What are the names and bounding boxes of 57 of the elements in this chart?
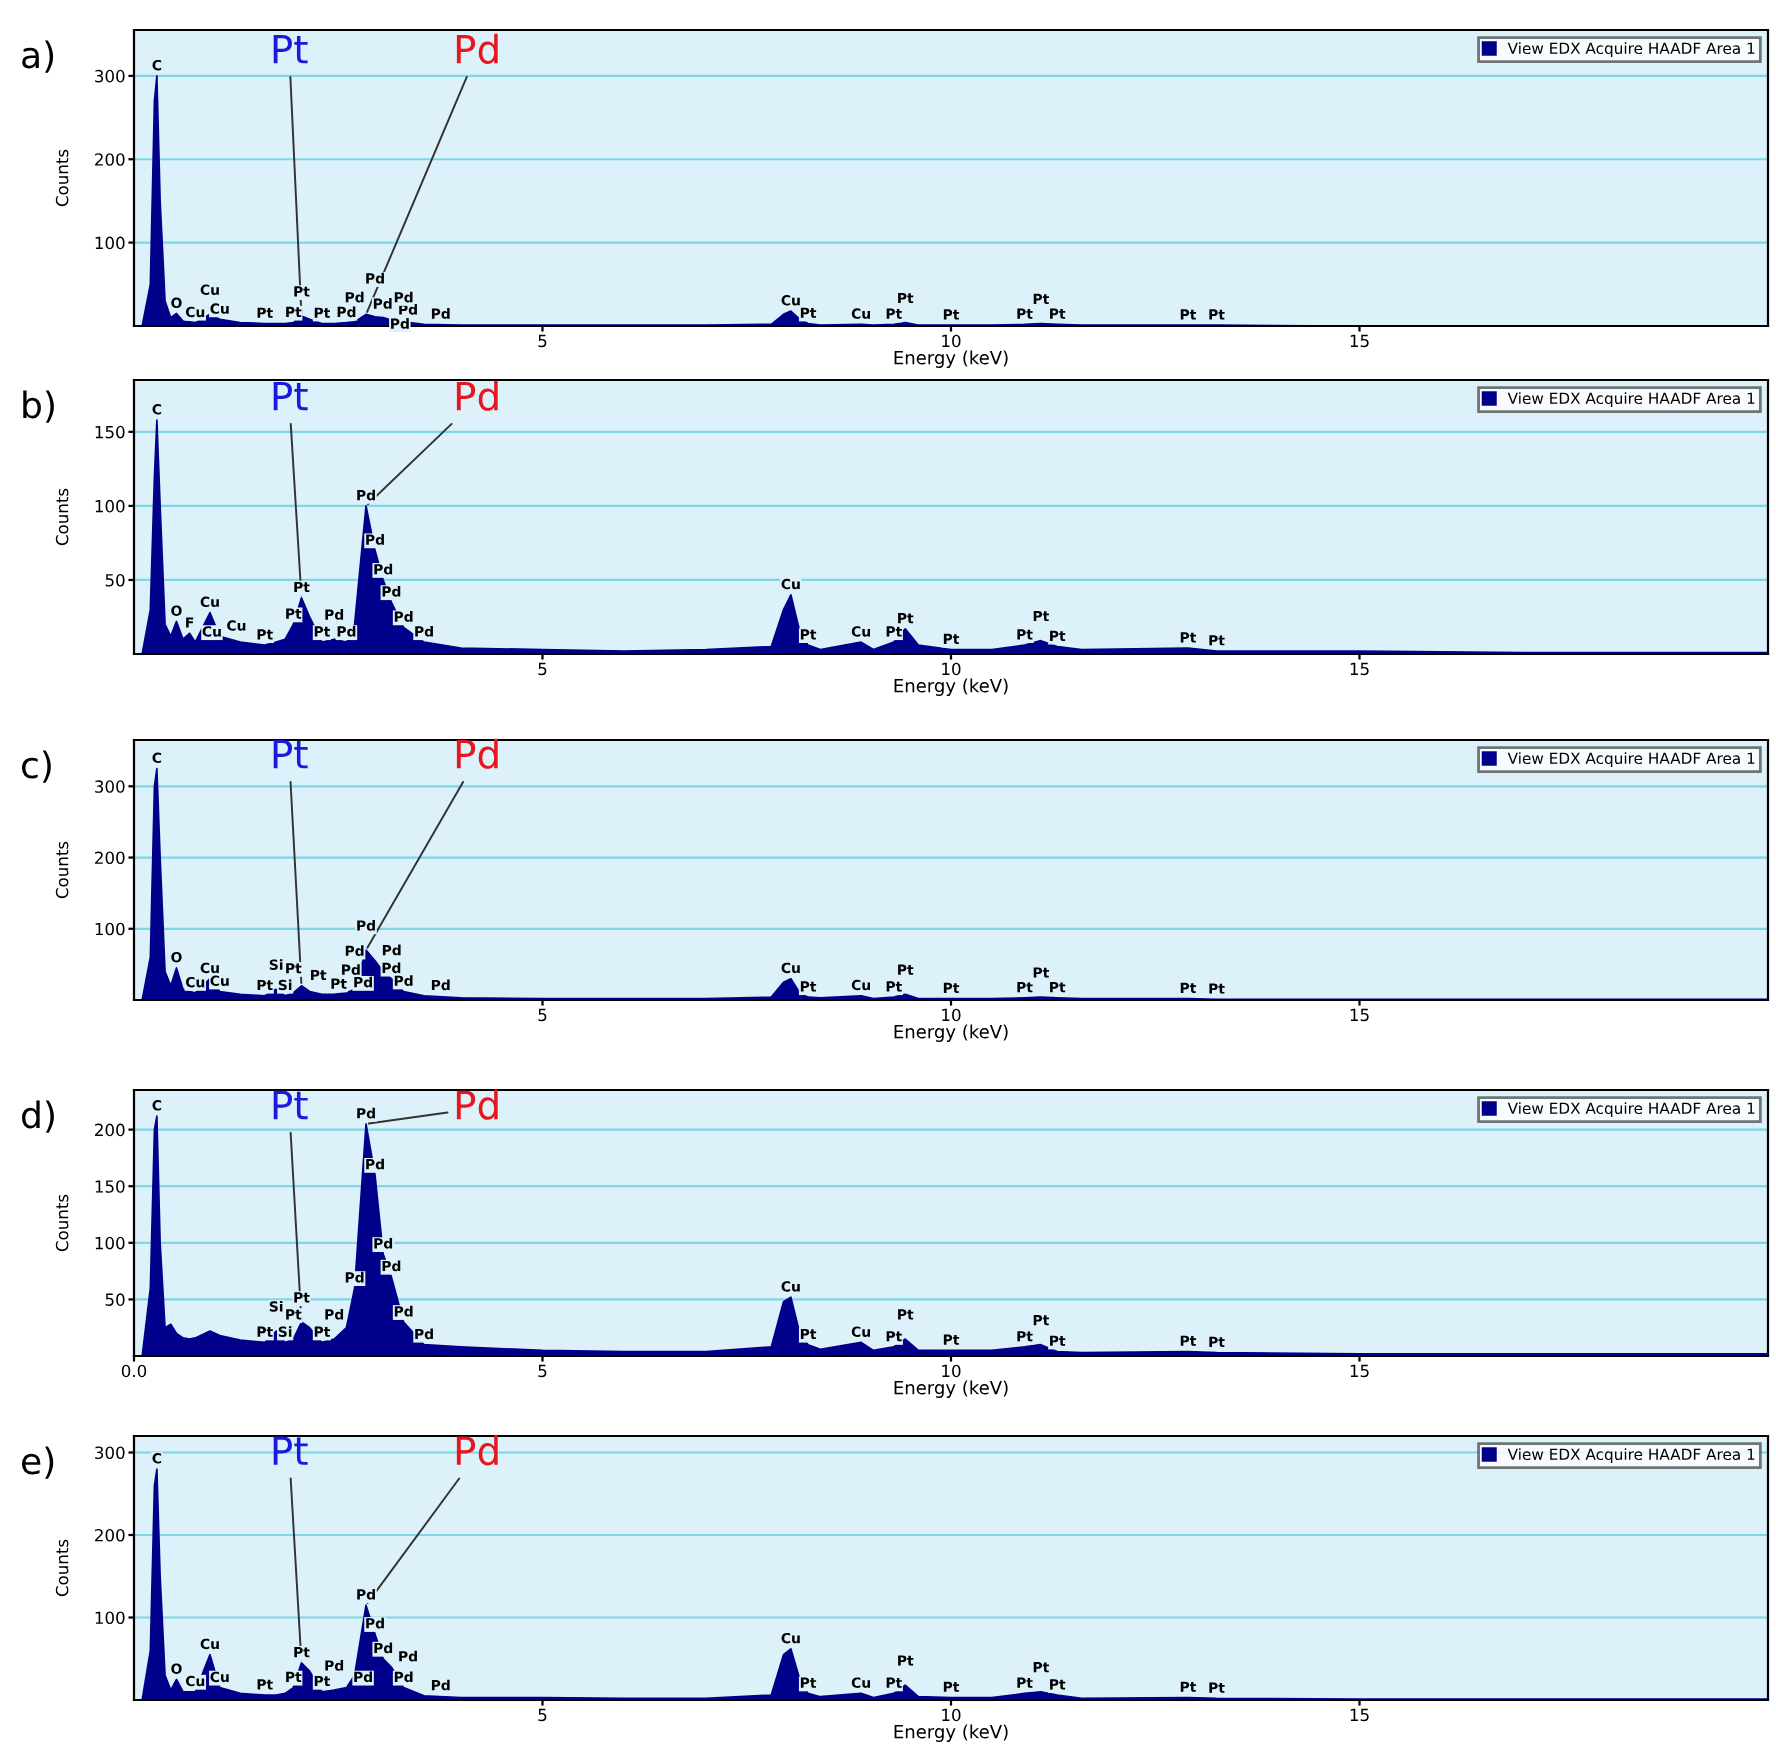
- x-axis-title: Energy (keV): [894, 350, 1008, 368]
- annotation: Pt: [273, 381, 308, 411]
- x-tick-label: 10: [942, 1008, 961, 1022]
- y-tick-label: 150: [95, 425, 125, 439]
- x-axis-title: Energy (keV): [894, 1724, 1008, 1742]
- x-tick-label: 5: [538, 1008, 547, 1022]
- chart-title: c): [21, 750, 51, 783]
- x-tick-label: 5: [538, 1708, 547, 1722]
- annotation: Pt: [273, 35, 308, 64]
- y-tick-label: 300: [95, 780, 125, 793]
- y-tick-label: 200: [95, 1123, 125, 1137]
- x-tick-label: 10: [942, 334, 961, 348]
- chart-title: d): [21, 1100, 54, 1133]
- chart-title: b): [23, 390, 54, 423]
- x-axis-title: Energy (keV): [894, 1024, 1008, 1042]
- x-axis-title: Energy (keV): [894, 1380, 1008, 1398]
- annotation: Pd: [456, 33, 498, 64]
- y-tick-label: 300: [95, 69, 125, 83]
- x-tick-label: 15: [1350, 1008, 1369, 1022]
- y-tick-label: 300: [95, 1446, 125, 1460]
- y-tick-label: 100: [95, 922, 125, 936]
- annotation: Pt: [273, 1090, 308, 1120]
- x-tick-label: 5: [538, 662, 547, 676]
- x-tick-label: 0.0: [121, 1364, 147, 1378]
- y-tick-label: 100: [95, 1236, 125, 1250]
- chart-title: e): [21, 1446, 54, 1479]
- x-tick-label: 15: [1350, 1708, 1369, 1722]
- y-axis-title: Counts: [55, 841, 69, 899]
- y-tick-label: 100: [95, 1611, 125, 1625]
- y-axis-title: Counts: [55, 1539, 69, 1597]
- y-tick-label: 100: [95, 236, 125, 250]
- y-tick-label: 100: [95, 499, 125, 513]
- x-tick-label: 10: [942, 1364, 961, 1378]
- y-tick-label: 200: [95, 1528, 125, 1542]
- x-tick-label: 10: [942, 1708, 961, 1722]
- x-tick-label: 15: [1350, 1364, 1369, 1378]
- x-tick-label: 15: [1350, 334, 1369, 348]
- x-tick-label: 10: [942, 662, 961, 676]
- y-axis-title: Counts: [55, 149, 69, 207]
- x-tick-label: 5: [538, 334, 547, 348]
- y-tick-label: 50: [105, 1293, 125, 1306]
- annotation: Pd: [456, 380, 498, 411]
- annotation: Pt: [273, 1436, 308, 1465]
- x-tick-label: 5: [538, 1364, 547, 1378]
- y-axis-title: Counts: [55, 1194, 69, 1252]
- chart-title: a): [22, 40, 54, 73]
- x-axis-title: Energy (keV): [894, 678, 1008, 696]
- y-tick-label: 50: [105, 573, 125, 587]
- y-tick-label: 200: [95, 851, 125, 865]
- x-tick-label: 15: [1350, 662, 1369, 676]
- y-tick-label: 150: [95, 1180, 125, 1193]
- annotation: Pd: [456, 738, 498, 769]
- annotation: Pd: [456, 1435, 498, 1466]
- annotation: Pd: [456, 1089, 498, 1120]
- annotation: Pt: [273, 739, 308, 769]
- y-axis-title: Counts: [55, 488, 69, 546]
- y-tick-label: 200: [95, 153, 125, 166]
